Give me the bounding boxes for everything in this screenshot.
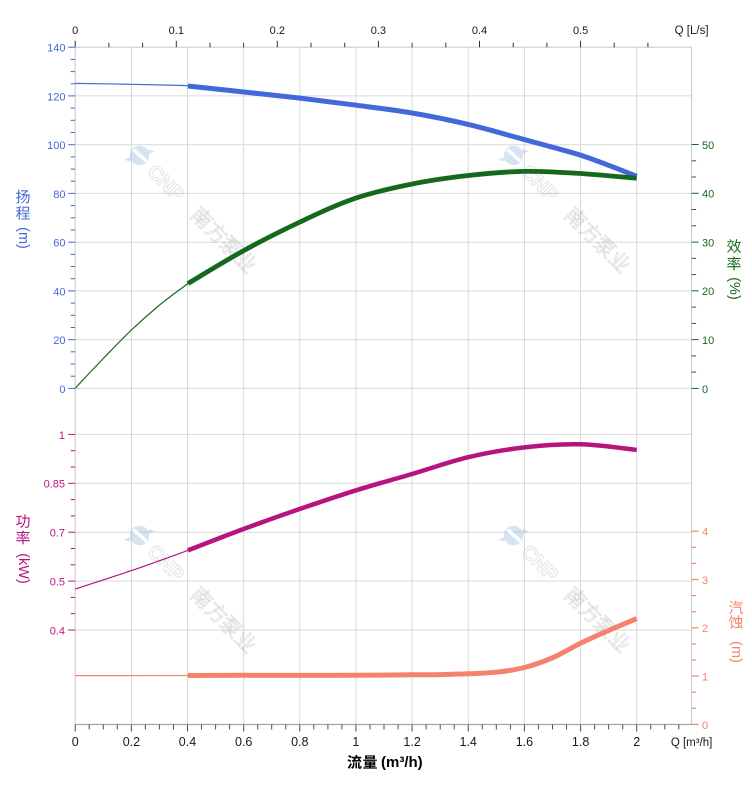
svg-text:3: 3 bbox=[702, 575, 708, 587]
svg-text:0.4: 0.4 bbox=[179, 735, 196, 749]
svg-text:40: 40 bbox=[702, 189, 714, 201]
svg-text:1.6: 1.6 bbox=[516, 735, 533, 749]
svg-text:0: 0 bbox=[702, 384, 708, 396]
svg-text:1: 1 bbox=[352, 735, 359, 749]
svg-text:4: 4 bbox=[702, 527, 708, 539]
svg-text:Q [m³/h]: Q [m³/h] bbox=[671, 737, 713, 749]
svg-text:(%): (%) bbox=[726, 277, 742, 300]
svg-text:0.3: 0.3 bbox=[371, 25, 386, 37]
svg-text:120: 120 bbox=[47, 91, 65, 103]
svg-text:0.5: 0.5 bbox=[573, 25, 588, 37]
svg-text:Q [L/s]: Q [L/s] bbox=[675, 25, 709, 37]
svg-text:0: 0 bbox=[72, 25, 78, 37]
svg-text:60: 60 bbox=[53, 238, 65, 250]
svg-text:80: 80 bbox=[53, 189, 65, 201]
svg-text:2: 2 bbox=[633, 735, 640, 749]
svg-text:1: 1 bbox=[59, 430, 65, 442]
svg-text:2: 2 bbox=[702, 623, 708, 635]
svg-text:(m): (m) bbox=[728, 641, 744, 663]
svg-text:(kW): (kW) bbox=[15, 553, 31, 584]
svg-text:0.2: 0.2 bbox=[123, 735, 140, 749]
svg-text:1.2: 1.2 bbox=[403, 735, 420, 749]
svg-text:140: 140 bbox=[47, 43, 65, 55]
svg-text:20: 20 bbox=[702, 286, 714, 298]
svg-text:1.4: 1.4 bbox=[460, 735, 477, 749]
svg-text:1: 1 bbox=[702, 672, 708, 684]
svg-text:(m³/h): (m³/h) bbox=[381, 754, 423, 771]
svg-text:0.85: 0.85 bbox=[44, 479, 65, 491]
svg-text:0.7: 0.7 bbox=[50, 528, 65, 540]
svg-text:(m): (m) bbox=[15, 227, 31, 249]
svg-text:0: 0 bbox=[702, 720, 708, 732]
svg-text:30: 30 bbox=[702, 238, 714, 250]
svg-text:0.2: 0.2 bbox=[270, 25, 285, 37]
svg-text:0.1: 0.1 bbox=[169, 25, 184, 37]
svg-text:1.8: 1.8 bbox=[572, 735, 589, 749]
svg-text:40: 40 bbox=[53, 286, 65, 298]
svg-text:10: 10 bbox=[702, 335, 714, 347]
svg-text:0.5: 0.5 bbox=[50, 577, 65, 589]
svg-text:20: 20 bbox=[53, 335, 65, 347]
svg-text:0.4: 0.4 bbox=[472, 25, 487, 37]
svg-text:0: 0 bbox=[72, 735, 79, 749]
svg-text:100: 100 bbox=[47, 140, 65, 152]
svg-text:0.4: 0.4 bbox=[50, 625, 65, 637]
svg-text:50: 50 bbox=[702, 140, 714, 152]
svg-text:0.8: 0.8 bbox=[291, 735, 308, 749]
svg-text:0.6: 0.6 bbox=[235, 735, 252, 749]
svg-text:0: 0 bbox=[59, 384, 65, 396]
